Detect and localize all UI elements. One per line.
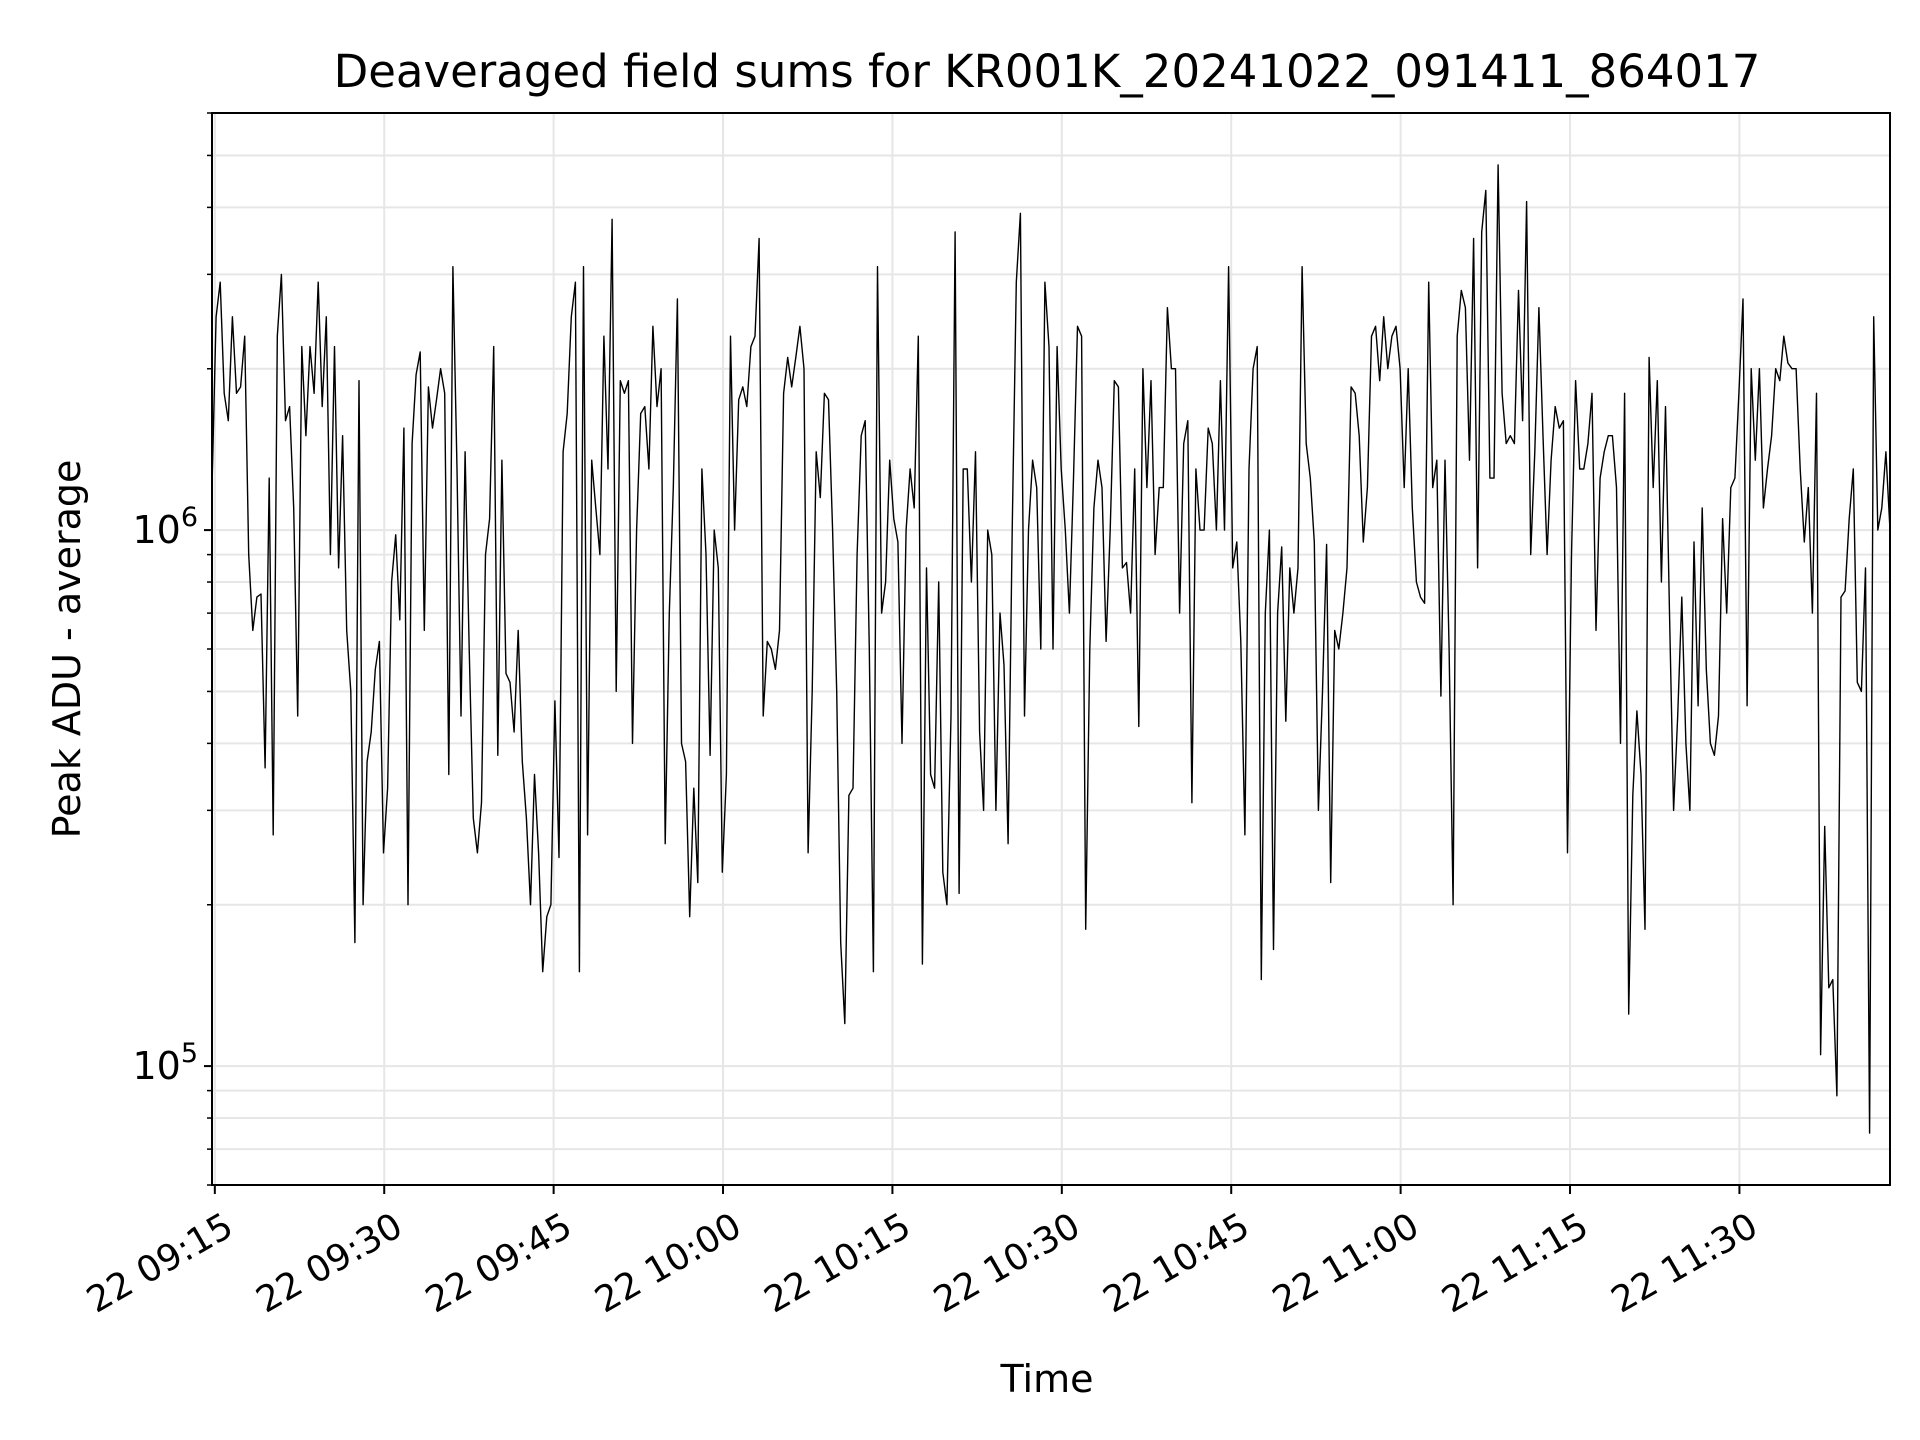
x-tick-label: 22 11:30 [1605, 1205, 1765, 1321]
x-tick-label: 22 11:15 [1435, 1205, 1595, 1321]
x-tick-label: 22 11:00 [1266, 1205, 1426, 1321]
y-tick-label: 105 [132, 1038, 198, 1088]
series-line-group [211, 164, 1891, 1134]
y-tick-label: 106 [132, 502, 198, 552]
x-tick-label: 22 09:30 [250, 1205, 410, 1321]
x-tick-label: 22 10:15 [758, 1205, 918, 1321]
x-tick-label: 22 10:00 [588, 1205, 748, 1321]
x-tick-label: 22 09:15 [80, 1205, 240, 1321]
x-axis-label: Time [1000, 1357, 1094, 1401]
x-tick-label: 22 09:45 [419, 1205, 579, 1321]
y-axis-label: Peak ADU - average [45, 460, 89, 839]
chart-title: Deaveraged field sums for KR001K_2024102… [334, 45, 1761, 98]
series-line [211, 164, 1891, 1134]
y-axis: 105 106 [132, 112, 212, 1186]
x-axis: 22 09:15 22 09:30 22 09:45 22 10:00 22 10:15… [80, 1185, 1765, 1321]
grid-lines [212, 112, 1890, 1186]
x-tick-label: 22 10:30 [927, 1205, 1087, 1321]
x-tick-label: 22 10:45 [1097, 1205, 1257, 1321]
